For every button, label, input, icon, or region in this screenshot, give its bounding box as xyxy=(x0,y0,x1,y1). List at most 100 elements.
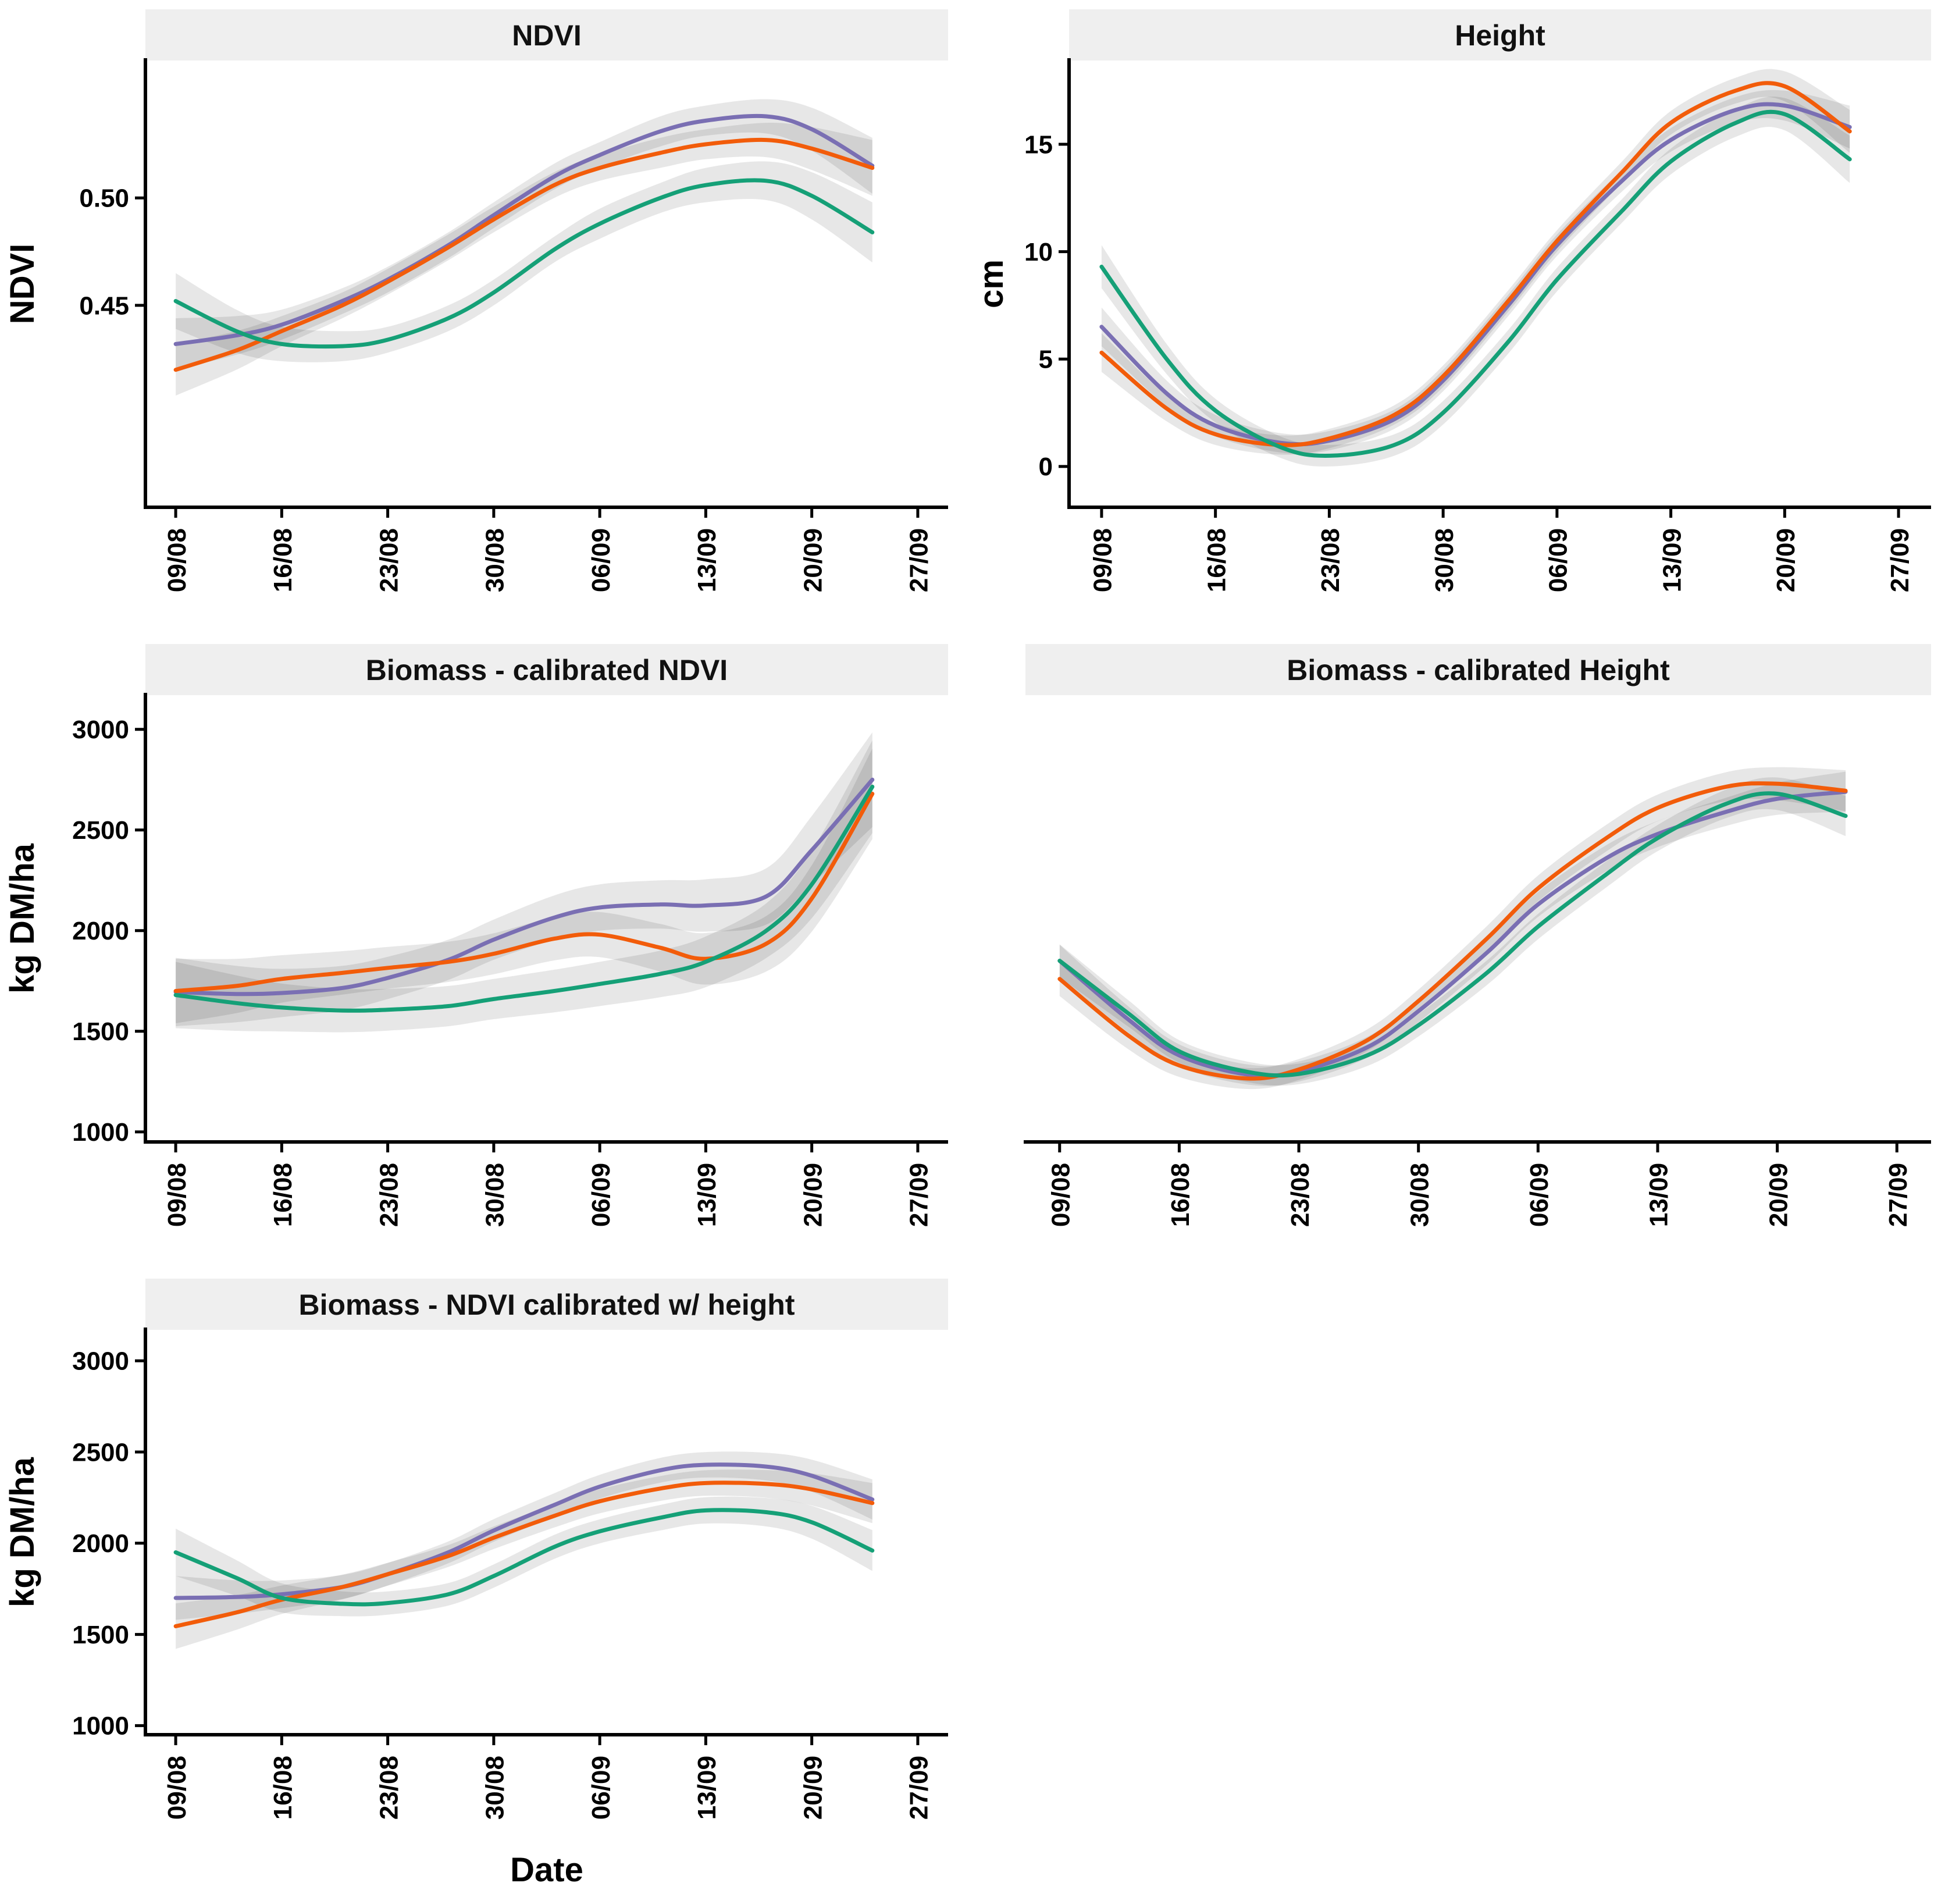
y-tick-label: 2500 xyxy=(72,1438,129,1467)
x-tick-label: 23/08 xyxy=(375,1163,403,1227)
series-line-purple xyxy=(1057,789,1848,1079)
facet-title: Biomass - NDVI calibrated w/ height xyxy=(299,1289,795,1321)
series-line-orange xyxy=(173,792,875,993)
panel-cell-4: Biomass - calibrated Height 09/08 16/08 23/… xyxy=(976,635,1952,1269)
series-line-green xyxy=(1057,791,1848,1078)
x-tick-label: 27/09 xyxy=(1886,528,1914,592)
x-tick-label: 09/08 xyxy=(1046,1163,1075,1227)
x-tick-label: 30/08 xyxy=(1430,528,1459,592)
x-tick-label: 16/08 xyxy=(269,1163,297,1227)
x-tick-label: 13/09 xyxy=(693,1163,721,1227)
y-tick-label: 1500 xyxy=(72,1017,129,1046)
series-line-orange xyxy=(173,137,875,372)
panel-ndvi: NDVI 0.45 0.50 09/08 16/08 23/08 30/08 06/09 13/… xyxy=(3,9,948,592)
x-tick-label: 13/09 xyxy=(1658,528,1686,592)
y-tick-label: 15 xyxy=(1024,130,1053,159)
y-tick-label: 5 xyxy=(1039,346,1053,374)
facet-title: Biomass - calibrated Height xyxy=(1287,654,1670,686)
panel-cell-2: Height 0 5 10 15 09/08 16/08 23/08 30/08 06/09 13/… xyxy=(976,0,1952,635)
y-tick-label: 3000 xyxy=(72,1347,129,1376)
x-tick-label: 27/09 xyxy=(905,528,934,592)
x-tick-label: 27/09 xyxy=(905,1163,934,1227)
y-tick-label: 1000 xyxy=(72,1712,129,1741)
x-tick-label: 27/09 xyxy=(1884,1163,1912,1227)
confidence-ribbon-green xyxy=(176,1496,872,1617)
x-tick-label: 27/09 xyxy=(905,1756,934,1820)
x-tick-label: 06/09 xyxy=(1544,528,1573,592)
confidence-ribbon-orange xyxy=(176,123,872,396)
x-tick-label: 30/08 xyxy=(1405,1163,1434,1227)
y-axis-title: kg DM/ha xyxy=(3,1457,41,1607)
y-tick-label: 0.50 xyxy=(79,184,129,213)
series-line-orange xyxy=(1099,81,1852,447)
y-axis-title: kg DM/ha xyxy=(3,843,41,994)
confidence-ribbon-purple xyxy=(176,732,872,1027)
x-tick-label: 23/08 xyxy=(375,1756,403,1820)
series-line-purple xyxy=(1099,102,1852,447)
x-tick-label: 20/09 xyxy=(799,1756,827,1820)
x-tick-label: 13/09 xyxy=(693,528,721,592)
x-tick-label: 20/09 xyxy=(799,528,827,592)
confidence-ribbon-green xyxy=(176,161,872,362)
x-tick-label: 23/08 xyxy=(375,528,403,592)
x-tick-label: 30/08 xyxy=(481,1756,510,1820)
y-axis-title: cm xyxy=(976,259,1010,308)
series-line-purple xyxy=(173,777,875,997)
x-tick-label: 09/08 xyxy=(1089,528,1117,592)
series-line-green xyxy=(173,784,875,1013)
x-tick-label: 16/08 xyxy=(1166,1163,1195,1227)
panel-cell-3: Biomass - calibrated NDVI 1000 1500 2000 250… xyxy=(0,635,976,1269)
panel-cell-empty xyxy=(976,1269,1952,1904)
facet-strip xyxy=(1069,9,1931,60)
y-tick-label: 2500 xyxy=(72,816,129,845)
series-line-purple xyxy=(173,1462,875,1600)
y-tick-label: 1000 xyxy=(72,1118,129,1147)
x-tick-label: 16/08 xyxy=(269,1756,297,1820)
series-line-green xyxy=(1099,109,1852,458)
x-tick-label: 30/08 xyxy=(481,1163,510,1227)
x-tick-label: 13/09 xyxy=(693,1756,721,1820)
x-tick-label: 16/08 xyxy=(269,528,297,592)
x-tick-label: 09/08 xyxy=(163,1163,191,1227)
facet-strip xyxy=(1025,644,1931,695)
x-tick-label: 30/08 xyxy=(481,528,510,592)
series-line-orange xyxy=(1057,781,1848,1081)
y-tick-label: 2000 xyxy=(72,1529,129,1558)
facet-title: Biomass - calibrated NDVI xyxy=(366,654,728,686)
facet-title: NDVI xyxy=(512,19,581,52)
x-tick-label: 06/09 xyxy=(587,1756,615,1820)
x-axis-title: Date xyxy=(510,1851,583,1889)
series-line-green xyxy=(173,178,875,349)
y-tick-label: 10 xyxy=(1024,238,1053,266)
x-tick-label: 13/09 xyxy=(1645,1163,1673,1227)
facet-strip xyxy=(145,9,948,60)
confidence-ribbon-orange xyxy=(176,748,872,1023)
confidence-ribbon-purple xyxy=(176,1451,872,1620)
y-tick-label: 0 xyxy=(1039,453,1053,481)
x-tick-label: 09/08 xyxy=(163,1756,191,1820)
x-tick-label: 06/09 xyxy=(1525,1163,1554,1227)
y-axis-title: NDVI xyxy=(3,244,41,325)
y-tick-label: 2000 xyxy=(72,917,129,945)
panel-biomass-ndvi: Biomass - calibrated NDVI 1000 1500 2000 250… xyxy=(3,644,948,1227)
x-tick-label: 23/08 xyxy=(1316,528,1345,592)
confidence-ribbon-purple xyxy=(1059,771,1846,1086)
panel-biomass-height: Biomass - calibrated Height 09/08 16/08 23/… xyxy=(1024,644,1931,1227)
y-tick-label: 3000 xyxy=(72,716,129,744)
x-tick-label: 23/08 xyxy=(1286,1163,1315,1227)
x-tick-label: 06/09 xyxy=(587,1163,615,1227)
facet-title: Height xyxy=(1455,19,1545,52)
x-tick-label: 16/08 xyxy=(1202,528,1231,592)
x-tick-label: 09/08 xyxy=(163,528,191,592)
series-line-green xyxy=(173,1508,875,1607)
panel-biomass-ndvi-height: Biomass - NDVI calibrated w/ height 1000 1… xyxy=(3,1279,948,1889)
x-tick-label: 06/09 xyxy=(587,528,615,592)
x-tick-label: 20/09 xyxy=(1772,528,1800,592)
confidence-ribbon-green xyxy=(1059,777,1846,1086)
facet-strip xyxy=(145,644,948,695)
panel-cell-5: Biomass - NDVI calibrated w/ height 1000 1… xyxy=(0,1269,976,1904)
x-tick-label: 20/09 xyxy=(1764,1163,1793,1227)
x-tick-label: 20/09 xyxy=(799,1163,827,1227)
panel-cell-1: NDVI 0.45 0.50 09/08 16/08 23/08 30/08 06/09 13/… xyxy=(0,0,976,635)
